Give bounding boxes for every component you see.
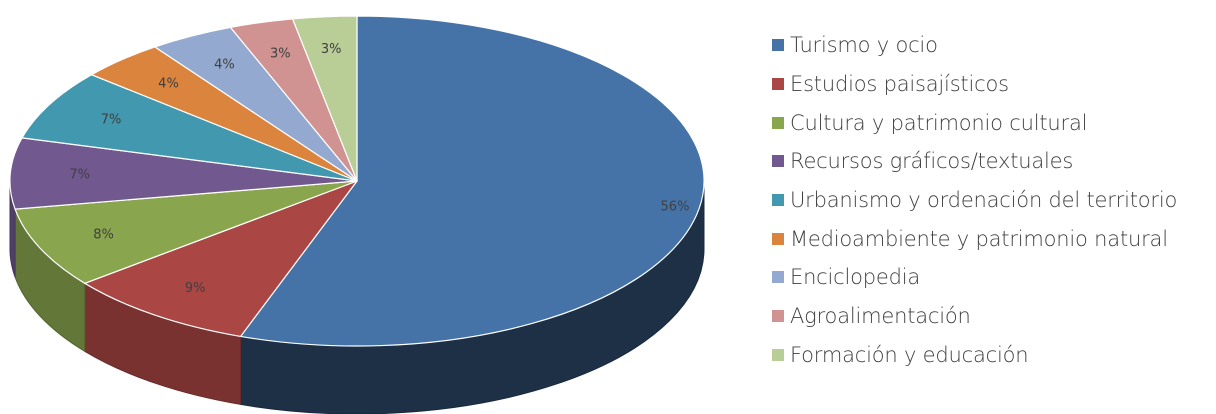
data-label-cultura-y-patrimonio-cultural: 8%	[93, 227, 114, 242]
pie-chart: 56% 9% 8% 7% 7% 4% 4% 3% 3%	[9, 15, 705, 414]
legend-swatch	[772, 78, 784, 91]
legend-swatch	[772, 155, 784, 168]
legend-item-enciclopedia: Enciclopedia	[772, 258, 1177, 297]
data-label-recursos-graficos-textuales: 7%	[69, 167, 90, 182]
legend-item-recursos-graficos-textuales: Recursos gráficos/textuales	[772, 142, 1177, 181]
legend-item-medioambiente-y-patrimonio-natural: Medioambiente y patrimonio natural	[772, 219, 1177, 258]
legend-item-agroalimentacion: Agroalimentación	[772, 297, 1177, 336]
legend-label: Agroalimentación	[790, 304, 971, 329]
legend-swatch	[772, 194, 784, 207]
slice-estudios-paisajisticos	[84, 180, 358, 338]
data-label-medioambiente-y-patrimonio-natural: 4%	[158, 77, 179, 92]
legend-item-urbanismo-y-ordenacion-del-territorio: Urbanismo y ordenación del territorio	[772, 181, 1177, 220]
pie-sides	[9, 180, 705, 414]
slice-cultura-y-patrimonio-cultural	[14, 180, 358, 284]
data-label-enciclopedia: 4%	[214, 58, 235, 73]
data-label-urbanismo-y-ordenacion-del-territorio: 7%	[101, 112, 122, 127]
data-label-formacion-y-educacion: 3%	[321, 42, 342, 57]
legend-item-formacion-y-educacion: Formación y educación	[772, 336, 1177, 375]
slice-urbanismo-y-ordenacion-del-territorio	[21, 74, 358, 182]
legend-label: Recursos gráficos/textuales	[790, 149, 1074, 174]
legend-swatch	[772, 116, 784, 129]
legend-swatch	[772, 310, 784, 323]
data-label-agroalimentacion: 3%	[270, 47, 291, 62]
slice-formacion-y-educacion	[292, 15, 358, 182]
legend: Turismo y ocio Estudios paisajísticos Cult…	[772, 26, 1177, 374]
slice-turismo-y-ocio	[239, 15, 705, 347]
legend-label: Cultura y patrimonio cultural	[790, 110, 1088, 135]
legend-item-estudios-paisajisticos: Estudios paisajísticos	[772, 65, 1177, 104]
legend-swatch	[772, 39, 784, 52]
legend-label: Enciclopedia	[790, 265, 921, 290]
legend-item-cultura-y-patrimonio-cultural: Cultura y patrimonio cultural	[772, 103, 1177, 142]
legend-label: Urbanismo y ordenación del territorio	[790, 188, 1178, 213]
pie-data-labels: 56% 9% 8% 7% 7% 4% 4% 3% 3%	[69, 42, 689, 296]
legend-label: Medioambiente y patrimonio natural	[790, 226, 1168, 251]
legend-swatch	[772, 271, 784, 284]
pie-slices	[9, 15, 705, 347]
legend-label: Estudios paisajísticos	[790, 72, 1009, 97]
legend-label: Formación y educación	[790, 342, 1029, 367]
legend-swatch	[772, 232, 784, 245]
legend-swatch	[772, 348, 784, 361]
data-label-turismo-y-ocio: 56%	[661, 200, 690, 215]
legend-item-turismo-y-ocio: Turismo y ocio	[772, 26, 1177, 65]
slice-recursos-graficos-textuales	[9, 137, 358, 210]
legend-label: Turismo y ocio	[790, 33, 938, 58]
data-label-estudios-paisajisticos: 9%	[185, 281, 206, 296]
